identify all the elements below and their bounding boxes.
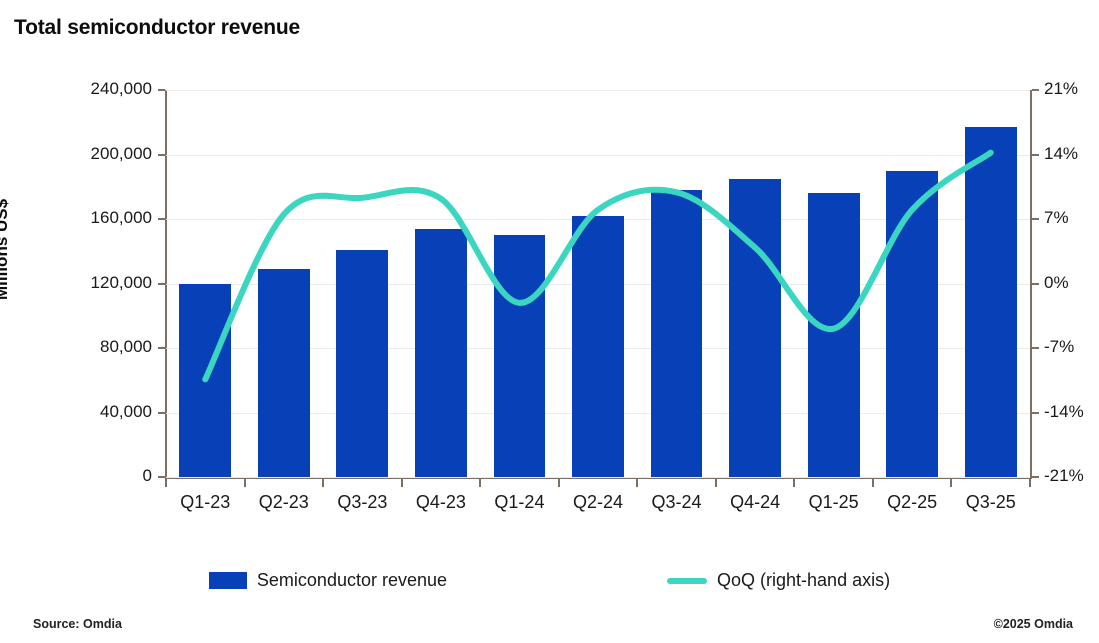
category-axis-line xyxy=(166,477,1031,479)
bar-Q1-24[interactable] xyxy=(493,235,546,477)
left-axis-tick-label: 120,000 xyxy=(90,272,152,292)
right-axis-tick xyxy=(1032,89,1039,91)
left-axis-tick xyxy=(158,282,165,285)
legend: Semiconductor revenue QoQ (right-hand ax… xyxy=(0,570,1099,591)
category-tick xyxy=(714,479,717,487)
right-axis-line xyxy=(1030,90,1032,479)
category-tick xyxy=(871,479,874,487)
legend-item-label: QoQ (right-hand axis) xyxy=(717,570,891,590)
left-axis-tick-label: 200,000 xyxy=(90,143,152,163)
category-tick xyxy=(950,479,953,487)
right-axis-tick xyxy=(1032,282,1039,285)
category-label-Q1-23: Q1-23 xyxy=(180,492,231,512)
qoq-line-series xyxy=(202,149,994,383)
left-axis-tick xyxy=(158,411,165,414)
category-label-Q2-23: Q2-23 xyxy=(258,492,309,512)
bar-Q3-24[interactable] xyxy=(650,189,703,477)
bar-Q2-24[interactable] xyxy=(572,215,624,477)
category-tick xyxy=(243,479,246,487)
source-note: Source: Omdia xyxy=(33,617,122,631)
bar-Q2-25[interactable] xyxy=(886,170,939,477)
bar-Q2-23[interactable] xyxy=(257,268,310,477)
page-title: Total semiconductor revenue xyxy=(14,16,300,39)
line-swatch-icon xyxy=(667,577,708,584)
category-tick xyxy=(793,479,796,487)
category-tick xyxy=(165,479,167,487)
right-axis-tick-label: 21% xyxy=(1044,79,1079,98)
right-axis-tick xyxy=(1032,153,1039,156)
left-axis-tick xyxy=(158,89,165,91)
right-axis-tick xyxy=(1032,411,1039,414)
category-tick xyxy=(322,479,325,487)
bar-Q3-25[interactable] xyxy=(964,127,1017,477)
category-label-Q3-24: Q3-24 xyxy=(651,492,702,512)
plot-area xyxy=(166,90,1030,478)
category-label-Q4-24: Q4-24 xyxy=(730,492,781,512)
left-axis-tick-label: 0 xyxy=(142,466,152,485)
right-axis-tick-label: -7% xyxy=(1044,337,1075,356)
right-axis-tick-label: -21% xyxy=(1044,466,1084,485)
copyright-note: ©2025 Omdia xyxy=(993,617,1073,631)
right-axis-tick xyxy=(1032,476,1039,478)
right-axis-tick-label: -14% xyxy=(1044,401,1084,421)
category-label-Q1-25: Q1-25 xyxy=(808,492,859,512)
right-axis-tick-label: 14% xyxy=(1044,143,1079,163)
category-label-Q4-23: Q4-23 xyxy=(415,492,466,512)
category-label-Q3-23: Q3-23 xyxy=(337,492,388,512)
right-axis-tick-label: 0% xyxy=(1044,272,1069,292)
category-tick xyxy=(557,479,560,487)
legend-item-qoq[interactable]: QoQ (right-hand axis) xyxy=(667,570,890,591)
right-axis-tick xyxy=(1032,218,1039,220)
left-axis-tick-label: 160,000 xyxy=(90,208,152,227)
gridline xyxy=(166,477,1030,478)
category-tick xyxy=(400,479,403,487)
category-label-Q1-24: Q1-24 xyxy=(494,492,545,512)
bar-Q4-23[interactable] xyxy=(414,228,467,477)
left-axis-tick xyxy=(158,347,165,349)
legend-item-revenue[interactable]: Semiconductor revenue xyxy=(208,570,448,591)
legend-item-label: Semiconductor revenue xyxy=(256,570,448,590)
category-tick xyxy=(1029,479,1031,487)
category-label-Q3-25: Q3-25 xyxy=(965,492,1016,512)
left-axis-tick-label: 80,000 xyxy=(100,337,152,356)
left-axis-tick xyxy=(158,153,165,156)
left-axis-tick-label: 240,000 xyxy=(90,79,152,98)
bar-Q1-25[interactable] xyxy=(807,193,860,477)
gridline xyxy=(166,90,1030,91)
category-tick xyxy=(479,479,482,487)
bar-Q3-23[interactable] xyxy=(336,249,389,477)
category-label-Q2-24: Q2-24 xyxy=(572,492,623,512)
category-label-Q2-25: Q2-25 xyxy=(887,492,938,512)
left-axis-tick-label: 40,000 xyxy=(100,401,152,421)
left-axis-line xyxy=(165,90,167,479)
right-axis-tick-label: 7% xyxy=(1044,208,1069,227)
bar-swatch-icon xyxy=(208,572,247,589)
right-axis-tick xyxy=(1032,347,1039,349)
category-tick xyxy=(636,479,639,487)
gridline xyxy=(166,154,1030,156)
left-axis-tick xyxy=(158,476,165,478)
left-axis-tick xyxy=(158,218,165,220)
